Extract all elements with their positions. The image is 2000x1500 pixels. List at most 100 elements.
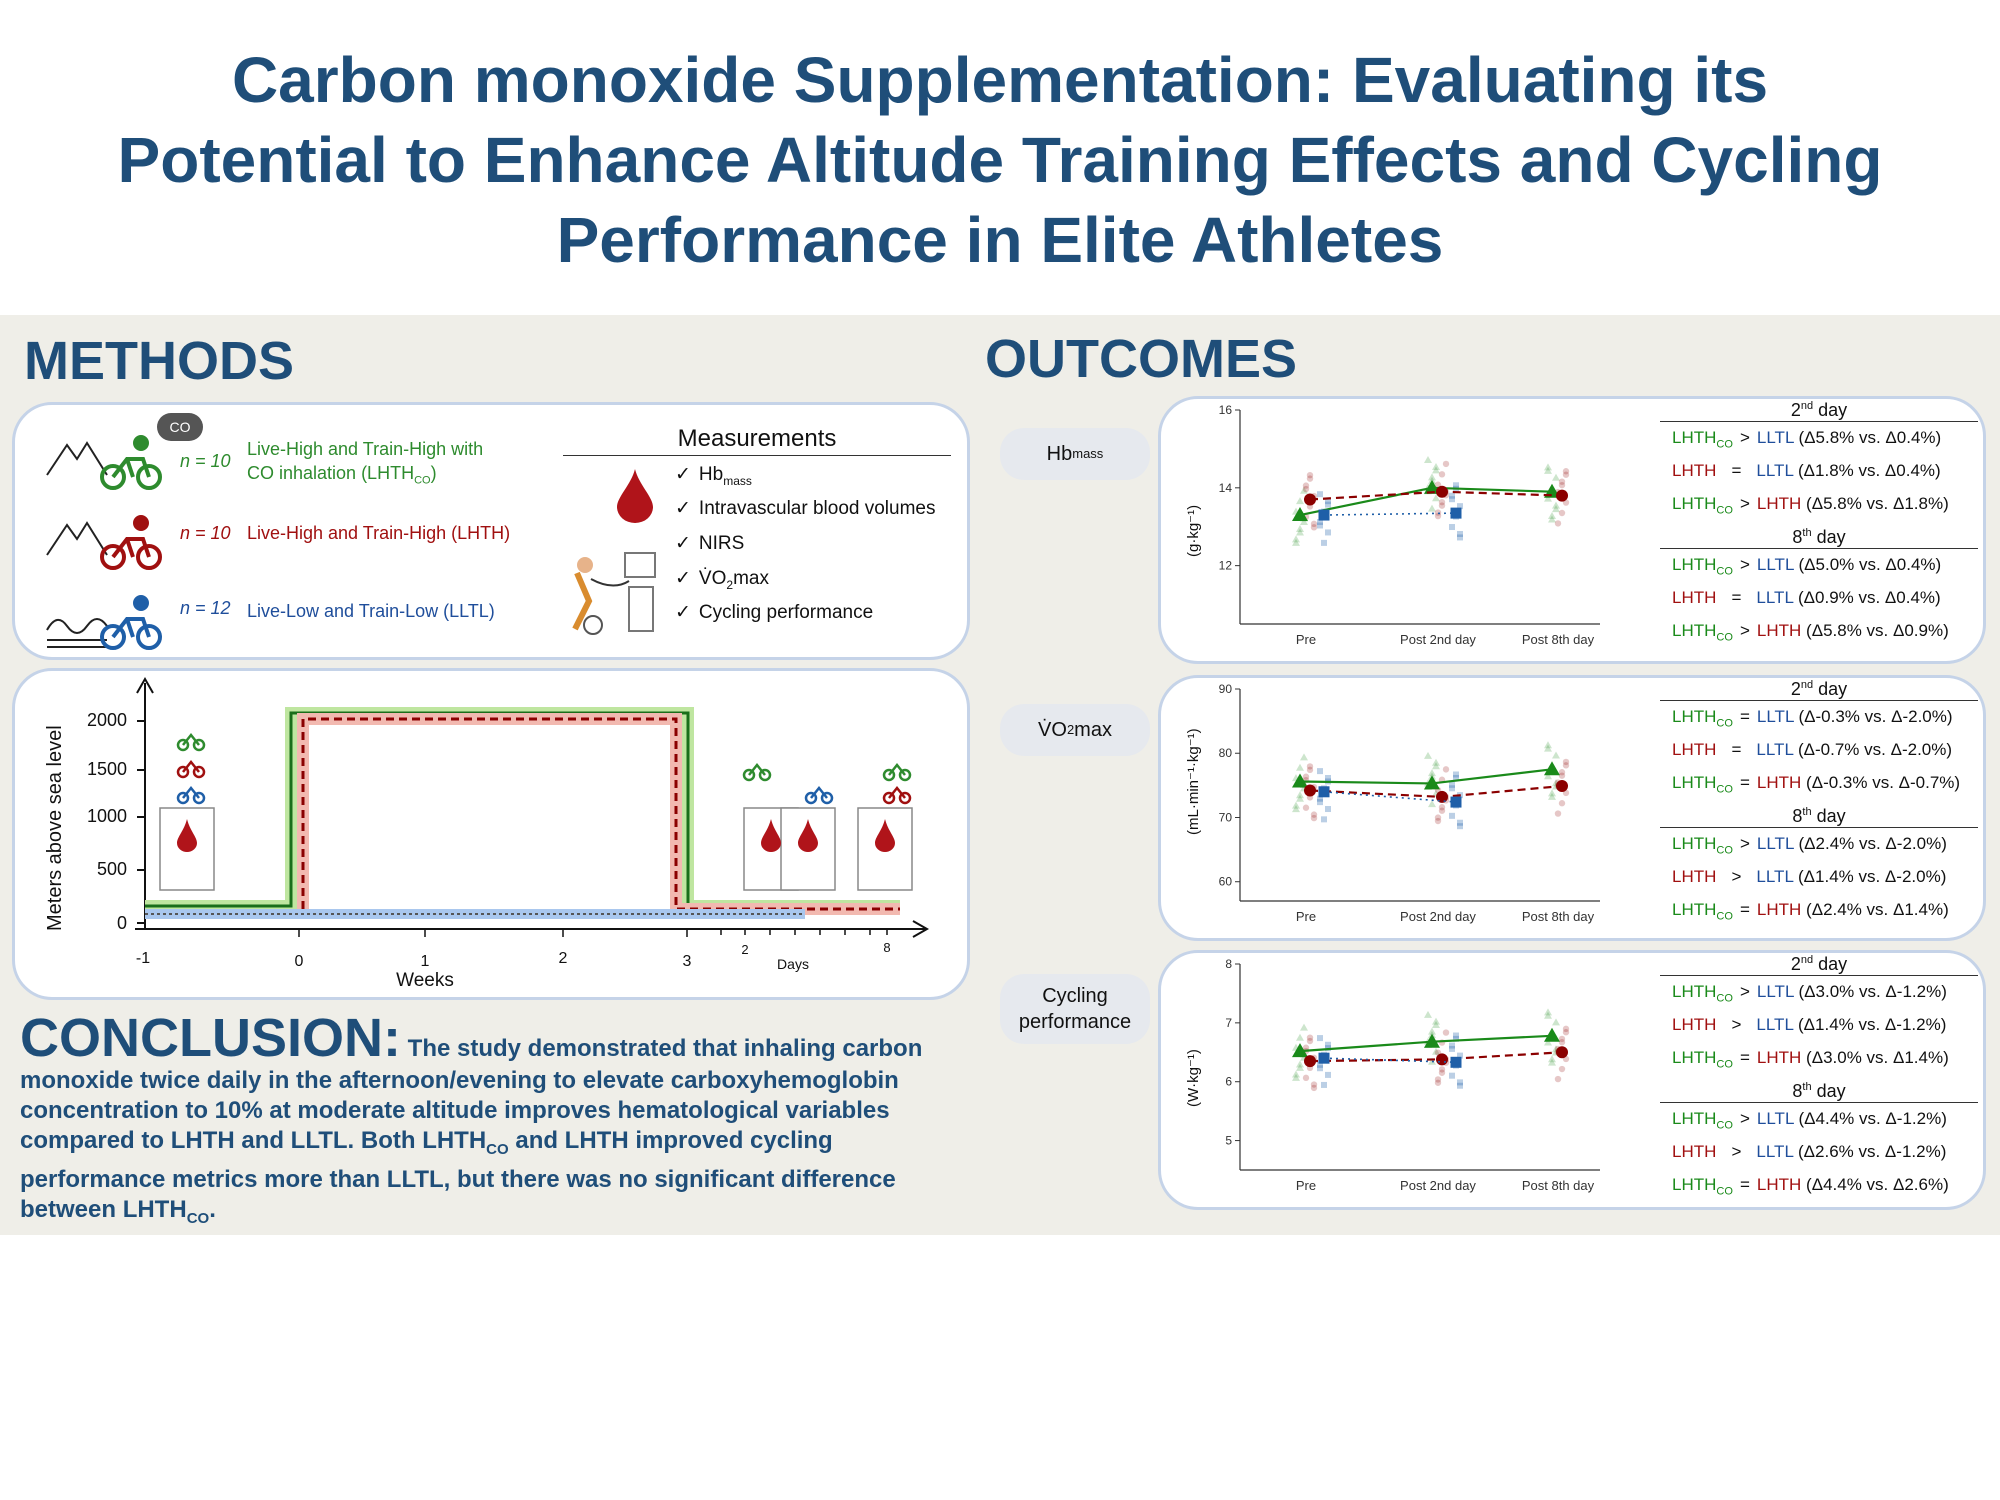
data-point-individual [1562,468,1570,475]
series-line-LHTHCO [1299,768,1553,785]
data-point-individual [1558,509,1566,517]
mean-point-LLTL [1318,509,1330,521]
group-2-label: Live-High and Train-High (LHTH) [247,523,511,543]
data-point-individual [1442,460,1450,468]
group-1-label-2: CO inhalation (LHTHCO) [247,463,437,487]
data-point-individual [1449,524,1455,531]
data-point-individual [1325,1041,1331,1048]
data-point-individual [1558,769,1566,776]
stat-row: LHTH > LLTL (Δ2.6% vs. Δ-1.2%) [1672,1142,1947,1161]
xtick-w2: 2 [559,950,568,967]
data-point-individual [1453,771,1459,778]
data-point-individual [1434,817,1442,825]
mountain-icon [46,441,108,476]
data-point-individual [1434,1076,1442,1083]
data-point-individual [1292,1070,1300,1078]
data-point-individual [1325,775,1331,782]
cycling-chart: (W·kg⁻¹) 8 7 6 5 Pre Post 2nd day Post 8th day [1185,957,1600,1193]
vo2max-label: V̇O 2 max [1000,704,1150,756]
mean-point-LHTH [1436,485,1448,498]
data-point-individual [1544,1011,1552,1019]
data-point-individual [1296,794,1304,802]
data-point-individual [1432,462,1440,470]
group-3-n: n = 12 [180,598,231,618]
data-point-individual [1434,509,1442,516]
data-point-individual [1548,789,1556,797]
data-point-individual [1552,501,1560,509]
data-point-individual [1548,1055,1556,1063]
cycling-box [1158,950,1986,1210]
y-tick-label: 5 [1225,1134,1232,1148]
y-axis-label: (W·kg⁻¹) [1185,1049,1202,1107]
mean-point-LHTH [1556,780,1568,793]
data-point-individual [1325,806,1331,813]
xtick-w3: 3 [683,953,692,970]
x-tick-label: Post 8th day [1522,1178,1595,1193]
data-point-individual [1428,473,1436,481]
data-point-individual [1544,466,1552,474]
data-point-individual [1552,473,1560,481]
mean-point-LHTH [1304,493,1316,506]
data-point-individual [1292,801,1300,809]
vo2max-chart: (mL·min⁻¹·kg⁻¹) 90 80 70 60 Pre Post 2nd day Po… [1185,682,1600,924]
measurement-cycling: ✓ Cycling performance [675,601,874,623]
x-tick-label: Post 2nd day [1400,1178,1476,1193]
data-point-individual [1432,758,1440,766]
data-point-individual [1457,530,1463,537]
mean-point-LLTL [1318,786,1330,798]
data-point-individual [1558,1039,1566,1046]
stat-header: 8th day [1660,1081,1978,1103]
data-point-individual [1292,805,1300,813]
mean-point-LHTHCO [1424,479,1440,494]
stat-row: LHTHCO > LHTH (Δ5.8% vs. Δ1.8%) [1672,494,1949,517]
stat-row: LHTHCO > LLTL (Δ4.4% vs. Δ-1.2%) [1672,1109,1947,1132]
data-point-individual [1554,520,1562,527]
poster-title: Carbon monoxide Supplementation: Evaluat… [40,40,1960,280]
data-point-individual [1544,494,1552,502]
timeline-ylabel: Meters above sea level [44,725,66,931]
data-point-individual [1552,505,1560,513]
mean-point-LHTH [1436,1053,1448,1066]
data-point-individual [1317,795,1323,802]
x-tick-label: Post 2nd day [1400,632,1476,647]
stat-row: LHTH > LLTL (Δ1.4% vs. Δ-1.2%) [1672,1015,1947,1034]
data-point-individual [1434,1079,1442,1086]
data-point-individual [1296,528,1304,536]
hbmass-chart: (g·kg⁻¹) 16 14 12 Pre Post 2nd day Post 8th da… [1185,403,1600,647]
hbmass-box [1158,396,1986,664]
stat-row: LHTH > LLTL (Δ1.4% vs. Δ-2.0%) [1672,867,1947,886]
data-point-individual [1292,538,1300,546]
mean-point-LHTHCO [1544,761,1560,776]
mean-point-LHTHCO [1544,1027,1560,1042]
data-point-individual [1449,1045,1455,1052]
data-point-individual [1317,1035,1323,1042]
x-tick-label: Post 8th day [1522,909,1595,924]
stat-header: 2nd day [1660,400,1978,422]
measurements-title: Measurements [563,425,951,456]
mean-point-LLTL [1450,1056,1462,1068]
data-point-individual [1296,791,1304,799]
data-point-individual [1554,1075,1562,1083]
data-point-individual [1302,482,1310,489]
mean-point-LHTH [1556,1046,1568,1059]
stat-row: LHTH = LLTL (Δ-0.7% vs. Δ-2.0%) [1672,740,1953,759]
mean-point-LHTHCO [1424,775,1440,790]
data-point-individual [1432,1017,1440,1025]
stat-header: 8th day [1660,806,1978,828]
data-point-individual [1457,1079,1463,1086]
data-point-individual [1544,741,1552,749]
data-point-individual [1544,463,1552,471]
study-groups-box: CO n = 10 Live-High and Train-High with … [12,402,970,660]
data-point-individual [1296,1060,1304,1068]
mean-point-LHTHCO [1292,773,1308,788]
stat-row: LHTHCO > LLTL (Δ5.0% vs. Δ0.4%) [1672,555,1942,578]
data-point-individual [1292,535,1300,543]
x-tick-label: Pre [1296,1178,1316,1193]
data-point-individual [1321,539,1327,546]
series-line-LLTL [1323,1057,1457,1064]
stat-row: LHTHCO = LLTL (Δ-0.3% vs. Δ-2.0%) [1672,707,1953,730]
measurement-hbmass: ✓ Hbmass [675,464,752,488]
data-point-individual [1325,1071,1331,1078]
data-point-individual [1317,1061,1323,1068]
data-point-individual [1310,814,1318,822]
